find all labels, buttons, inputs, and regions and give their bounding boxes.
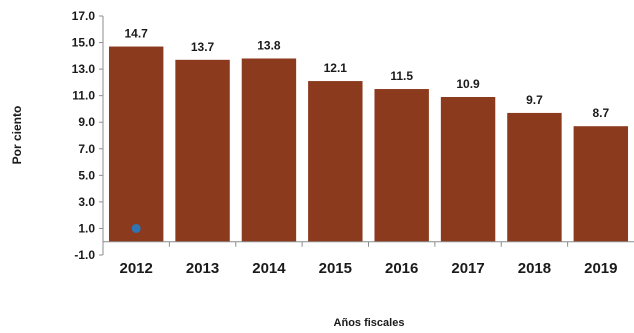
y-tick-label: 5.0 xyxy=(78,168,95,182)
data-label-2017: 10.9 xyxy=(456,77,480,91)
data-label-2018: 9.7 xyxy=(526,93,543,107)
bar-2014 xyxy=(241,58,297,242)
y-axis-label: Por ciento xyxy=(10,106,24,165)
y-tick-label: 9.0 xyxy=(78,115,95,129)
y-tick-label: 11.0 xyxy=(72,89,95,103)
bar-2012 xyxy=(108,46,164,242)
bar-2016 xyxy=(374,89,429,242)
x-tick-label: 2013 xyxy=(186,260,219,277)
x-axis-label: Años fiscales xyxy=(334,317,405,329)
data-label-2014: 13.8 xyxy=(257,38,281,52)
y-tick-label: 15.0 xyxy=(72,36,96,50)
y-tick-label: 1.0 xyxy=(78,221,95,235)
data-label-2015: 12.1 xyxy=(324,61,348,75)
y-tick-label: 13.0 xyxy=(72,62,96,76)
x-tick-label: 2014 xyxy=(252,260,286,277)
x-tick-label: 2018 xyxy=(518,260,551,277)
x-tick-label: 2015 xyxy=(319,260,352,277)
data-label-2016: 11.5 xyxy=(390,69,413,83)
bar-2015 xyxy=(308,81,363,242)
bar-2013 xyxy=(175,59,230,242)
plot-area: -1.0 1.0 3.0 5.0 7.0 9.0 11.0 13.0 15.0 17.0 14.7 1… xyxy=(72,9,634,277)
x-tick-label: 2019 xyxy=(584,260,617,277)
data-label-2013: 13.7 xyxy=(191,40,215,54)
bar-2017 xyxy=(440,96,496,242)
data-label-2012: 14.7 xyxy=(125,27,149,41)
x-tick-label: 2012 xyxy=(120,260,153,277)
y-tick-label: 17.0 xyxy=(72,9,96,23)
y-tick-label: -1.0 xyxy=(74,248,95,262)
y-tick-label: 3.0 xyxy=(78,195,95,209)
data-label-2019: 8.7 xyxy=(592,106,609,120)
bar-2018 xyxy=(507,112,562,242)
x-tick-label: 2016 xyxy=(385,260,418,277)
y-tick-label: 7.0 xyxy=(78,142,95,156)
bar-2019 xyxy=(573,126,629,242)
x-tick-label: 2017 xyxy=(451,260,484,277)
marker-point xyxy=(131,223,141,233)
